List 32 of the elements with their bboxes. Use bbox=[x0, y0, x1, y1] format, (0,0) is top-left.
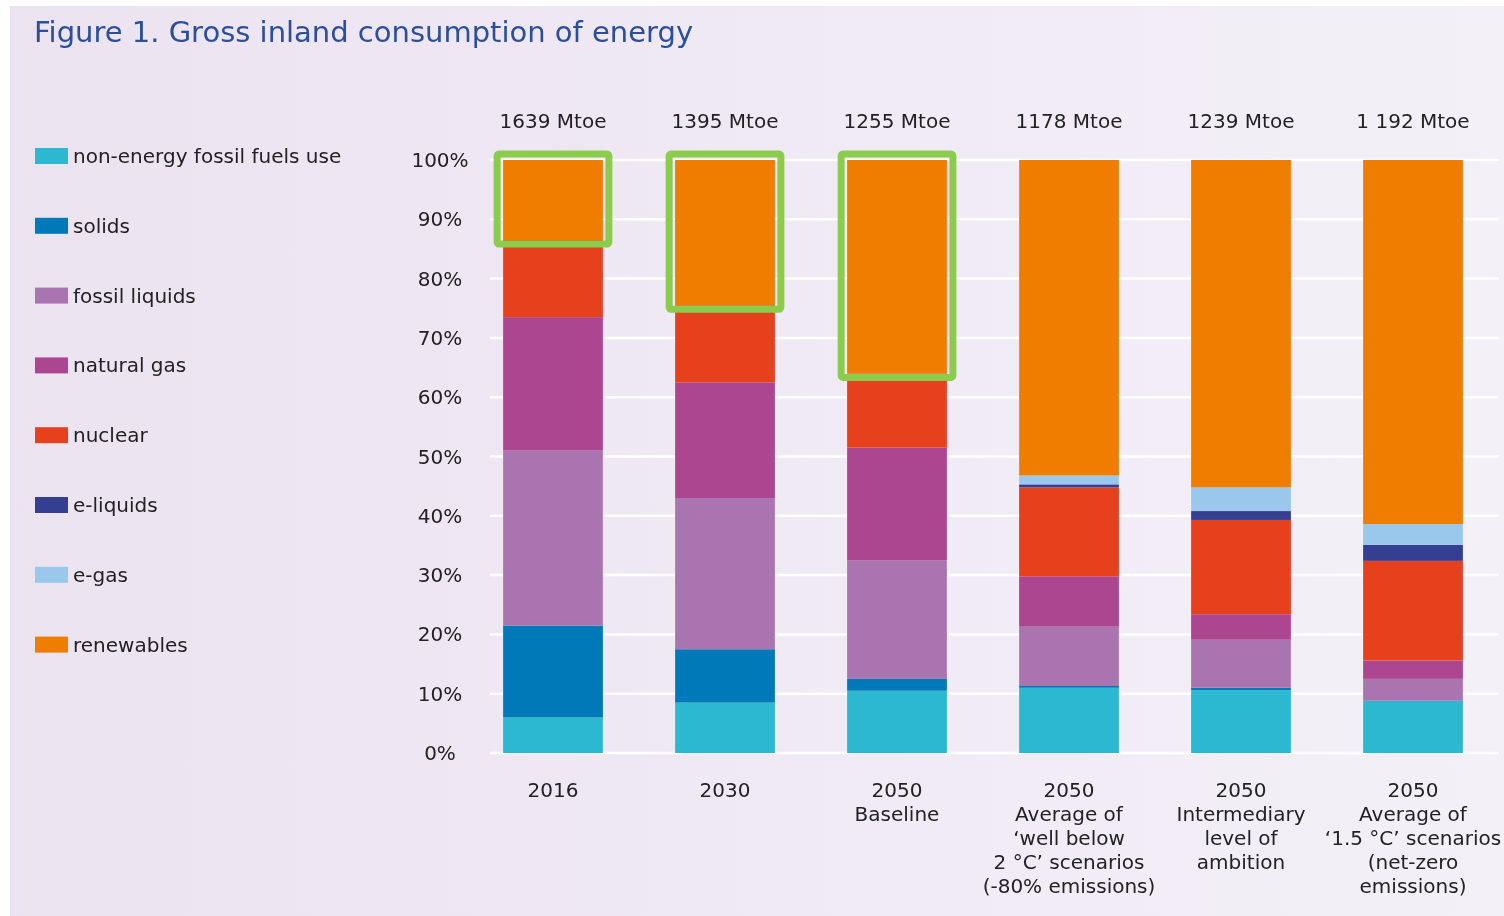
legend-label: natural gas bbox=[73, 353, 187, 378]
y-tick-label: 20% bbox=[417, 622, 463, 647]
y-tick-label: 40% bbox=[417, 503, 463, 528]
text: 1639 Mtoe bbox=[499, 109, 607, 133]
text: 1239 Mtoe bbox=[1187, 109, 1295, 133]
legend-label: nuclear bbox=[73, 423, 149, 448]
y-tick-label: 70% bbox=[417, 325, 463, 350]
legend-label: solids bbox=[73, 213, 130, 238]
y-tick-label: 0% bbox=[424, 741, 456, 765]
x-tick-label: 2050 Intermediary level of ambition bbox=[1176, 778, 1306, 874]
y-tick-label: 10% bbox=[417, 681, 463, 706]
y-tick-label: 80% bbox=[417, 266, 463, 291]
y-tick-label: 100% bbox=[411, 148, 469, 172]
text: 1178 Mtoe bbox=[1015, 109, 1123, 133]
x-tick-label: 2030 bbox=[699, 778, 751, 802]
text: 1395 Mtoe bbox=[671, 109, 779, 133]
legend-label: non-energy fossil fuels use bbox=[73, 144, 342, 168]
y-tick-label: 60% bbox=[417, 385, 463, 410]
y-tick-label: 90% bbox=[417, 207, 463, 232]
x-tick-label: 2050 Average of ‘well below 2 °C’ scenarios (-80% emissions) bbox=[982, 778, 1156, 898]
x-tick-label: 2050 Average of ‘1.5 °C’ scenarios (net-zero emissions) bbox=[1324, 778, 1502, 898]
x-tick-label: 2050 Baseline bbox=[854, 778, 940, 826]
legend-label: renewables bbox=[73, 632, 188, 657]
chart-title: Figure 1. Gross inland consumption of energy bbox=[34, 15, 694, 49]
y-tick-label: 30% bbox=[417, 563, 463, 588]
text: 1255 Mtoe bbox=[843, 109, 951, 133]
legend-label: e-liquids bbox=[73, 493, 158, 517]
legend-label: fossil liquids bbox=[73, 283, 196, 308]
text: 1 192 Mtoe bbox=[1356, 109, 1470, 133]
y-tick-label: 50% bbox=[417, 444, 463, 469]
x-tick-label: 2016 bbox=[527, 778, 579, 802]
legend-label: e-gas bbox=[73, 562, 128, 587]
